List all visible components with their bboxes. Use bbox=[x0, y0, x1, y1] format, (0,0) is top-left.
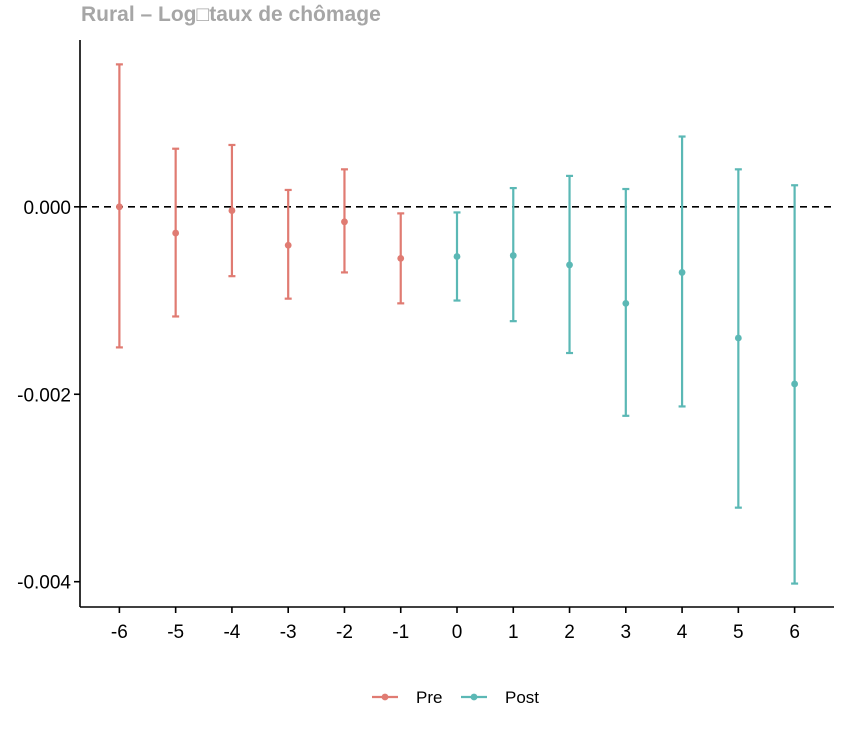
y-ticks: 0.000 -0.002 -0.004 bbox=[17, 198, 80, 594]
data-point bbox=[791, 380, 799, 388]
data-point bbox=[734, 334, 742, 342]
data-point bbox=[115, 203, 123, 211]
legend-key-point bbox=[381, 693, 389, 701]
data-point bbox=[397, 254, 405, 262]
error-bars bbox=[115, 63, 799, 585]
data-point bbox=[566, 261, 573, 269]
data-point bbox=[284, 241, 292, 249]
legend: Pre Post bbox=[372, 688, 539, 707]
x-tick-label: 5 bbox=[733, 622, 744, 643]
data-point bbox=[453, 253, 461, 260]
x-tick-label: 4 bbox=[677, 622, 688, 643]
x-ticks: -6 -5 -4 -3 -2 -1 0 1 2 3 4 5 6 bbox=[111, 607, 800, 643]
x-tick-label: -3 bbox=[280, 622, 297, 643]
x-tick-label: -6 bbox=[111, 622, 128, 643]
chart-title: Rural – Log□taux de chômage bbox=[81, 3, 381, 26]
legend-label: Pre bbox=[416, 688, 442, 707]
x-tick-label: -1 bbox=[392, 622, 409, 643]
x-tick-label: -2 bbox=[336, 622, 353, 643]
data-point bbox=[341, 218, 348, 226]
data-point bbox=[172, 229, 180, 237]
data-point bbox=[509, 252, 517, 259]
x-tick-label: 0 bbox=[452, 622, 463, 643]
x-tick-label: 2 bbox=[564, 622, 575, 643]
data-point bbox=[678, 269, 686, 276]
x-tick-label: 3 bbox=[621, 622, 632, 643]
x-tick-label: -4 bbox=[223, 622, 240, 643]
x-tick-label: 6 bbox=[789, 622, 800, 643]
y-tick-label: 0.000 bbox=[23, 198, 71, 219]
y-tick-label: -0.004 bbox=[17, 573, 71, 594]
x-tick-label: 1 bbox=[508, 622, 519, 643]
legend-label: Post bbox=[505, 688, 539, 707]
y-tick-label: -0.002 bbox=[17, 385, 71, 406]
data-point bbox=[622, 299, 630, 307]
legend-key-point bbox=[470, 693, 478, 701]
points bbox=[115, 203, 799, 388]
data-point bbox=[228, 207, 236, 214]
x-tick-label: -5 bbox=[167, 622, 184, 643]
